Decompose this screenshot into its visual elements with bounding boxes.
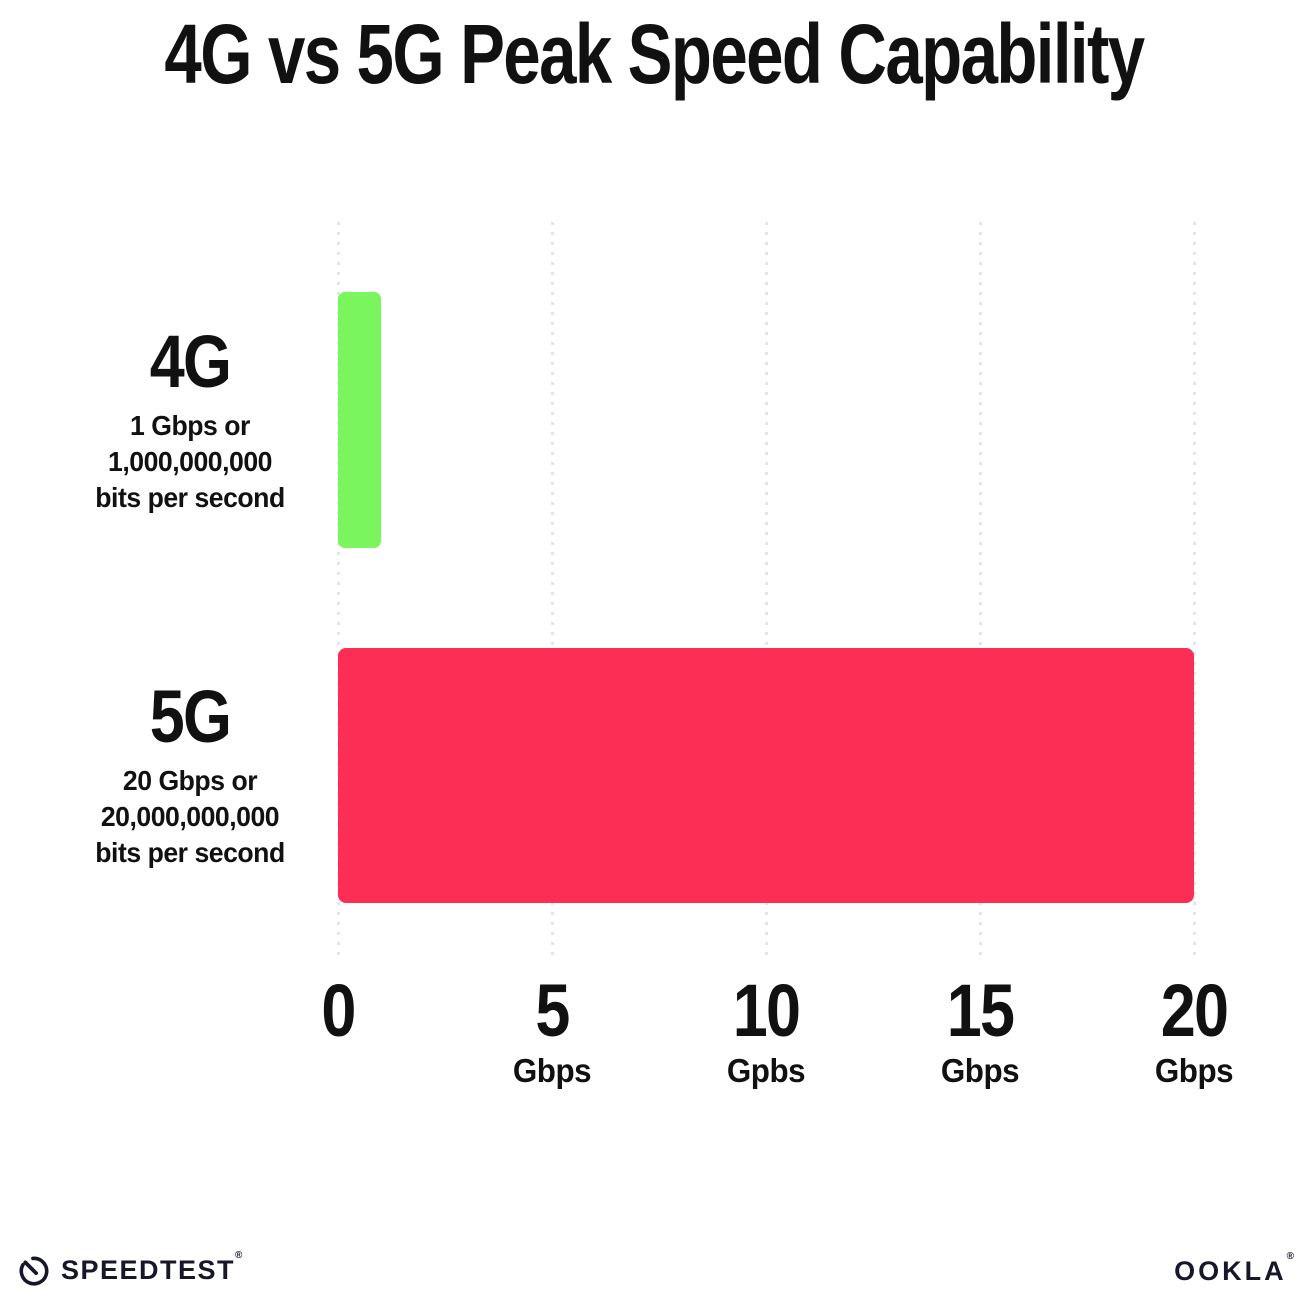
speedtest-wordmark-text: SPEEDTEST [61, 1254, 236, 1285]
x-tick-20-number: 20 [1160, 969, 1229, 1052]
row-label-4g-description: 1 Gbps or 1,000,000,000 bits per second [52, 408, 328, 515]
x-tick-10-number: 10 [732, 969, 801, 1052]
x-tick-5: 5 Gbps [511, 969, 593, 1089]
row-label-5g-desc-line-2: 20,000,000,000 [100, 800, 280, 832]
ookla-registered-mark: ® [1286, 1251, 1294, 1262]
plot-area [336, 222, 1196, 955]
row-label-5g-desc-line-1: 20 Gbps or [122, 765, 258, 796]
speedtest-gauge-icon [16, 1252, 52, 1288]
row-label-4g-desc-line-2: 1,000,000,000 [108, 445, 272, 477]
x-tick-5-number: 5 [535, 969, 570, 1052]
speedtest-logo: SPEEDTEST® [16, 1250, 242, 1288]
x-tick-10-unit: Gpbs [726, 1052, 806, 1089]
row-label-5g: 5G 20 Gbps or 20,000,000,000 bits per se… [45, 680, 335, 870]
row-label-4g-title: 4G [149, 320, 232, 403]
row-label-5g-description: 20 Gbps or 20,000,000,000 bits per secon… [52, 763, 328, 870]
gridline-15 [978, 222, 982, 955]
bar-5g [338, 648, 1194, 903]
row-label-5g-desc-line-3: bits per second [95, 836, 285, 868]
x-tick-15-unit: Gbps [940, 1052, 1020, 1089]
x-tick-0-number: 0 [321, 969, 356, 1052]
x-tick-0: 0 [318, 974, 357, 1087]
x-tick-15: 15 Gbps [939, 969, 1021, 1089]
row-label-5g-title: 5G [149, 675, 232, 758]
x-tick-5-unit: Gbps [512, 1052, 592, 1089]
x-axis: 0 5 Gbps 10 Gpbs 15 Gbps 20 Gbps [321, 969, 1233, 1104]
gridline-0 [336, 222, 340, 955]
row-label-4g-desc-line-1: 1 Gbps or [130, 410, 250, 441]
ookla-wordmark: OOKLA [1174, 1256, 1287, 1286]
x-tick-20-unit: Gbps [1154, 1052, 1234, 1089]
speedtest-wordmark: SPEEDTEST® [61, 1250, 242, 1285]
chart-title: 4G vs 5G Peak Speed Capability [164, 7, 1145, 101]
speedtest-registered-mark: ® [235, 1249, 243, 1261]
x-tick-10: 10 Gpbs [725, 969, 807, 1089]
row-label-4g-desc-line-3: bits per second [95, 481, 285, 513]
x-tick-20: 20 Gbps [1153, 969, 1235, 1089]
ookla-logo: OOKLA® [1174, 1252, 1294, 1286]
gridline-20 [1192, 222, 1196, 955]
gridline-10 [764, 222, 768, 955]
bar-4g [338, 292, 381, 548]
x-tick-15-number: 15 [946, 969, 1015, 1052]
x-tick-0-unit [319, 1054, 356, 1087]
gridline-5 [550, 222, 554, 955]
row-label-4g: 4G 1 Gbps or 1,000,000,000 bits per seco… [45, 325, 335, 515]
